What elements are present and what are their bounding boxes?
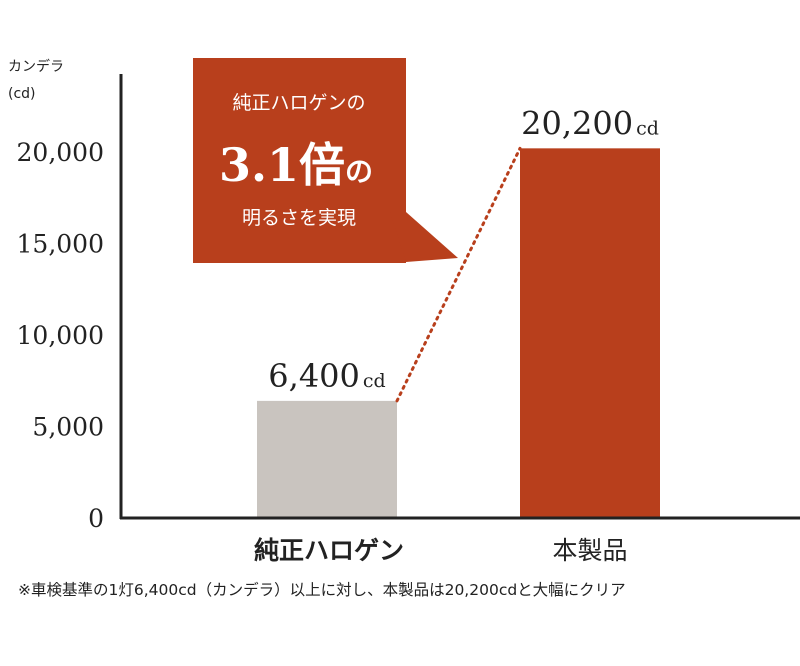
bar <box>257 400 397 518</box>
callout-line3: 明るさを実現 <box>242 207 356 229</box>
callout-multiplier-particle: の <box>345 155 373 188</box>
callout-line1: 純正ハロゲンの <box>232 92 365 114</box>
category-label: 本製品 <box>552 536 627 565</box>
callout-pointer <box>390 212 458 262</box>
y-axis-label-line1: カンデラ <box>8 58 64 75</box>
category-labels: 純正ハロゲン 本製品 <box>254 536 628 565</box>
y-tick-label: 15,000 <box>17 230 104 259</box>
y-tick-label: 20,000 <box>17 138 104 167</box>
callout-background <box>193 58 406 263</box>
bar <box>520 148 660 518</box>
y-tick-label: 10,000 <box>17 321 104 350</box>
connector-dotted-line <box>395 146 522 403</box>
callout-multiplier: 3.1倍の <box>219 138 373 192</box>
y-tick-label: 0 <box>88 504 104 533</box>
value-labels: 6,400 cd 20,200 cd <box>268 104 659 395</box>
bars <box>257 148 660 518</box>
category-label: 純正ハロゲン <box>254 536 404 565</box>
value-label: 6,400 cd <box>268 357 385 395</box>
callout-box: 純正ハロゲンの 3.1倍の 明るさを実現 <box>193 58 458 263</box>
y-tick-label: 5,000 <box>32 413 104 442</box>
bar-chart: カンデラ (cd) 0 5,000 10,000 15,000 20,000 6,400… <box>8 58 800 565</box>
y-tick-labels: 0 5,000 10,000 15,000 20,000 <box>17 138 104 533</box>
callout-multiplier-value: 3.1倍 <box>219 138 345 192</box>
footnote: ※車検基準の1灯6,400cd（カンデラ）以上に対し、本製品は20,200cdと… <box>18 581 626 599</box>
y-axis-label-line2: (cd) <box>8 86 36 102</box>
value-label: 20,200 cd <box>521 104 659 142</box>
